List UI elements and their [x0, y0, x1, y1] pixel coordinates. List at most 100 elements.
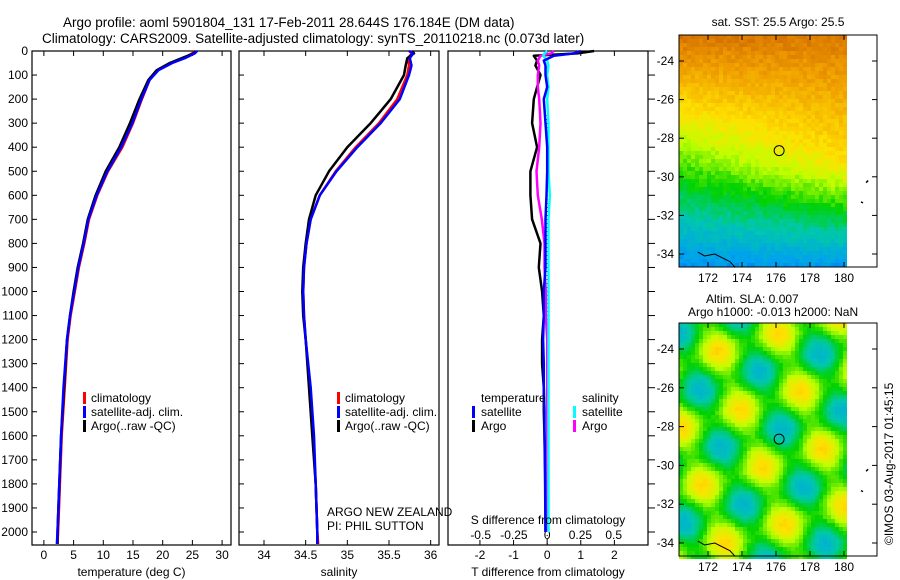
map-cell — [803, 95, 807, 99]
map-cell — [739, 479, 743, 483]
map-cell — [823, 47, 827, 51]
map-cell — [767, 95, 771, 99]
map-cell — [775, 555, 779, 559]
map-cell — [767, 499, 771, 503]
map-cell — [815, 475, 819, 479]
map-cell — [687, 127, 691, 131]
map-cell — [775, 499, 779, 503]
map-cell — [735, 351, 739, 355]
map-cell — [735, 527, 739, 531]
map-cell — [759, 403, 763, 407]
map-cell — [719, 523, 723, 527]
map-cell — [711, 147, 715, 151]
map-cell — [775, 99, 779, 103]
map-cell — [743, 419, 747, 423]
map-cell — [767, 375, 771, 379]
map-cell — [755, 359, 759, 363]
map-cell — [795, 227, 799, 231]
map-cell — [807, 411, 811, 415]
map-cell — [683, 107, 687, 111]
map-cell — [787, 515, 791, 519]
map-cell — [731, 531, 735, 535]
map-cell — [803, 351, 807, 355]
map-cell — [803, 159, 807, 163]
map-cell — [779, 247, 783, 251]
map-cell — [823, 471, 827, 475]
map-cell — [747, 183, 751, 187]
map-cell — [811, 427, 815, 431]
map-cell — [763, 387, 767, 391]
map-cell — [791, 443, 795, 447]
map-cell — [751, 115, 755, 119]
map-cell — [763, 115, 767, 119]
map-cell — [807, 383, 811, 387]
map-cell — [719, 443, 723, 447]
map-cell — [711, 123, 715, 127]
map-cell — [739, 371, 743, 375]
map-cell — [779, 479, 783, 483]
map-cell — [795, 223, 799, 227]
map-cell — [811, 547, 815, 551]
map-cell — [711, 535, 715, 539]
map-cell — [723, 511, 727, 515]
map-cell — [739, 519, 743, 523]
map-cell — [739, 331, 743, 335]
map-cell — [711, 479, 715, 483]
map-cell — [767, 87, 771, 91]
map-cell — [791, 415, 795, 419]
map-cell — [763, 443, 767, 447]
map-cell — [827, 219, 831, 223]
map-cell — [731, 43, 735, 47]
map-cell — [739, 107, 743, 111]
map-cell — [811, 539, 815, 543]
map-cell — [727, 127, 731, 131]
map-cell — [763, 75, 767, 79]
map-cell — [791, 251, 795, 255]
map-cell — [835, 127, 839, 131]
map-cell — [767, 343, 771, 347]
map-cell — [679, 187, 683, 191]
map-cell — [703, 475, 707, 479]
map-cell — [823, 443, 827, 447]
map-cell — [731, 191, 735, 195]
map-cell — [727, 171, 731, 175]
map-cell — [763, 259, 767, 263]
map-cell — [731, 251, 735, 255]
map-cell — [747, 447, 751, 451]
map-cell — [795, 191, 799, 195]
map-cell — [691, 491, 695, 495]
map-cell — [775, 107, 779, 111]
map-cell — [779, 259, 783, 263]
map-cell — [755, 43, 759, 47]
map-cell — [723, 503, 727, 507]
map-cell — [707, 547, 711, 551]
map-cell — [731, 335, 735, 339]
map-cell — [691, 451, 695, 455]
map-cell — [679, 387, 683, 391]
map-cell — [779, 147, 783, 151]
map-cell — [747, 355, 751, 359]
map-cell — [839, 159, 843, 163]
map-cell — [719, 527, 723, 531]
map-cell — [707, 127, 711, 131]
map-cell — [799, 95, 803, 99]
map-cell — [715, 407, 719, 411]
map-cell — [843, 63, 847, 67]
map-cell — [695, 495, 699, 499]
map-cell — [699, 543, 703, 547]
map-cell — [763, 407, 767, 411]
map-cell — [835, 383, 839, 387]
map-cell — [695, 235, 699, 239]
map-cell — [707, 403, 711, 407]
map-cell — [727, 43, 731, 47]
map-cell — [747, 87, 751, 91]
map-cell — [795, 415, 799, 419]
map-cell — [827, 547, 831, 551]
map-cell — [755, 103, 759, 107]
map-cell — [683, 507, 687, 511]
map-cell — [747, 135, 751, 139]
map-cell — [771, 75, 775, 79]
map-cell — [815, 139, 819, 143]
map-cell — [695, 123, 699, 127]
lon-tick-label: 178 — [800, 271, 820, 285]
